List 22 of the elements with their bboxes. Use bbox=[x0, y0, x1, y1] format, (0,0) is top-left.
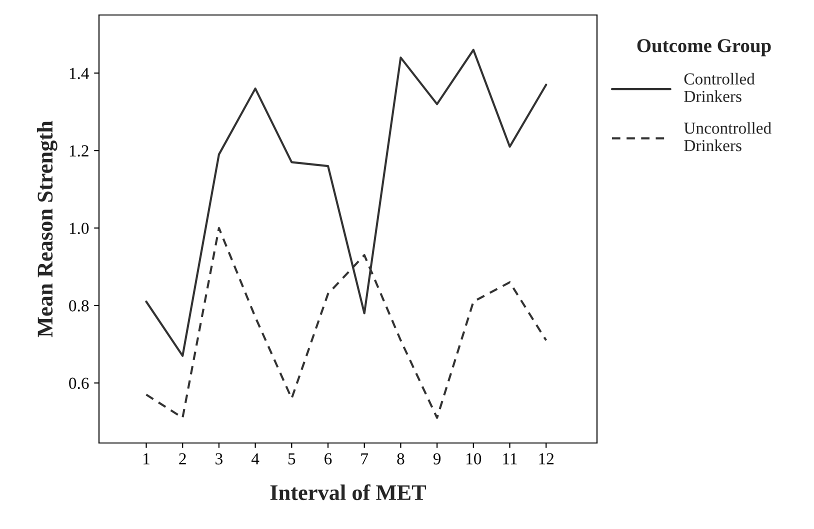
x-tick-label: 1 bbox=[144, 453, 150, 464]
x-axis-title: Interval of MET bbox=[270, 484, 426, 500]
x-tick-label: 11 bbox=[503, 453, 517, 464]
x-tick-label: 2 bbox=[179, 453, 186, 464]
y-tick-label: 0.6 bbox=[69, 378, 89, 389]
x-tick-label: 6 bbox=[324, 453, 332, 464]
y-tick-label: 1.2 bbox=[70, 145, 88, 157]
legend-title: Outcome Group bbox=[637, 39, 771, 56]
x-tick-label: 7 bbox=[361, 453, 368, 464]
x-tick-label: 4 bbox=[251, 453, 260, 464]
x-tick-label: 12 bbox=[539, 453, 554, 464]
y-axis-title: Mean Reason Strength bbox=[37, 120, 58, 338]
x-tick-label: 10 bbox=[466, 453, 482, 464]
legend-label: Controlled Drinkers bbox=[684, 72, 755, 102]
y-tick-label: 0.8 bbox=[69, 300, 89, 312]
x-tick-label: 8 bbox=[397, 453, 404, 464]
legend-label: Uncontrolled Drinkers bbox=[684, 122, 772, 152]
x-tick-label: 3 bbox=[216, 453, 222, 464]
x-tick-label: 5 bbox=[288, 453, 296, 464]
x-tick-label: 9 bbox=[433, 453, 441, 464]
y-tick-label: 1.0 bbox=[70, 222, 89, 234]
y-tick-label: 1.4 bbox=[70, 68, 90, 80]
